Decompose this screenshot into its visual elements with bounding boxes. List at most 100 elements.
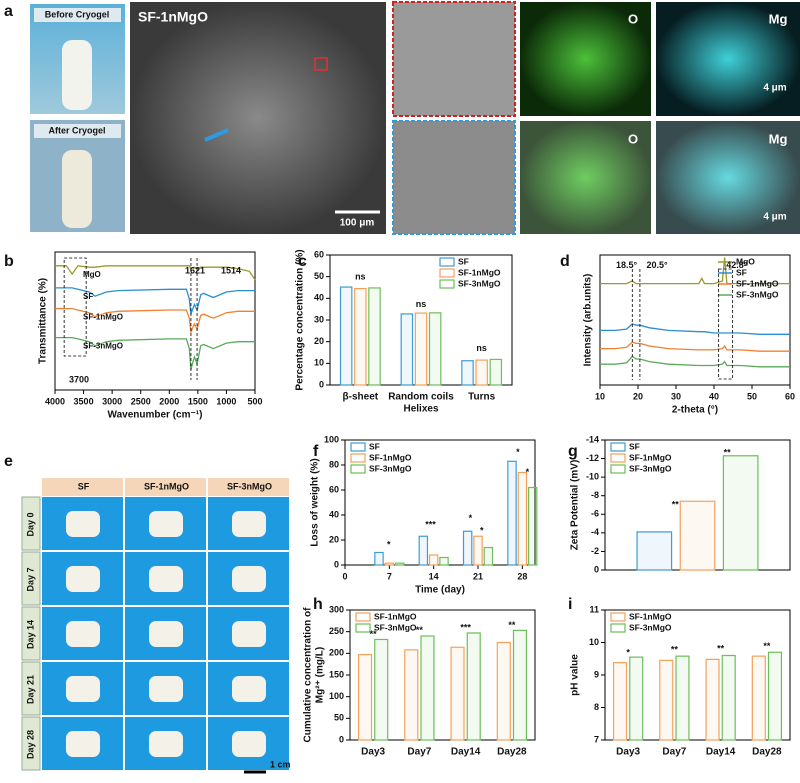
legend-label: SF-3nMgO (374, 622, 417, 632)
panel-letter: e (4, 453, 13, 470)
panel-letter: f (313, 443, 319, 460)
bar (357, 654, 373, 741)
annotation: * (387, 539, 391, 549)
x-tick-label: 0 (342, 571, 347, 581)
sample (232, 511, 266, 537)
legend-swatch (610, 612, 626, 622)
annotation: 1621 (185, 266, 205, 276)
row-header: Day 21 (25, 675, 35, 704)
y-tick-label: 0 (594, 564, 599, 574)
column-header: SF-3nMgO (227, 481, 272, 491)
x-tick-label: 2500 (131, 396, 151, 406)
guide-box (718, 268, 734, 380)
photo-caption-bg (34, 8, 121, 22)
y-tick-label: 30 (314, 314, 324, 324)
bar (705, 658, 720, 741)
legend-swatch (610, 623, 626, 633)
sample (149, 621, 183, 647)
element-label: Mg (769, 131, 788, 146)
sample (149, 731, 183, 757)
panel-letter: g (568, 443, 578, 460)
bar (483, 546, 494, 566)
legend-swatch (350, 442, 366, 452)
legend-label: MgO (736, 256, 755, 266)
sample (149, 511, 183, 537)
legend-swatch (610, 453, 626, 463)
bar (679, 500, 716, 571)
legend-swatch (610, 464, 626, 474)
bar (512, 629, 528, 741)
bar (507, 460, 517, 566)
x-tick-label: 50 (747, 391, 757, 401)
annotation: ** (416, 625, 424, 635)
x-tick-label: 4000 (45, 396, 65, 406)
annotation: ns (476, 343, 487, 353)
series-label: SF (83, 292, 93, 301)
bar (636, 531, 673, 571)
y-tick-label: 0 (334, 559, 339, 569)
y-tick-label: 60 (329, 484, 339, 494)
bar (384, 562, 395, 566)
bar (339, 286, 353, 386)
annotation: ** (717, 643, 725, 653)
line (55, 265, 256, 280)
row-header: Day 28 (25, 730, 35, 759)
annotation: ns (416, 299, 427, 309)
sem-image (130, 2, 386, 234)
bar (475, 359, 488, 386)
annotation: 18.5° (616, 260, 638, 270)
row-cell (21, 551, 41, 606)
y-tick-label: -10 (586, 472, 599, 482)
y-tick-label: 100 (324, 434, 339, 444)
y-tick-label: 9 (594, 669, 599, 679)
annotation: ** (672, 499, 680, 509)
sample (149, 676, 183, 702)
legend-label: SF-1nMgO (458, 267, 501, 277)
sample (232, 566, 266, 592)
sample (232, 676, 266, 702)
scale-label: 1 cm (270, 759, 291, 769)
tube (62, 150, 92, 228)
annotation: ** (671, 645, 679, 655)
sample (66, 511, 100, 537)
line (55, 336, 255, 370)
y-axis-label: pH value (570, 654, 581, 696)
x-axis-label: 2-theta (°) (672, 405, 718, 416)
annotation: ** (370, 629, 378, 639)
legend-swatch (439, 268, 455, 278)
legend-label: SF-3nMgO (629, 463, 672, 473)
x-tick-label: Day14 (706, 747, 736, 758)
legend-label: SF-1nMgO (369, 452, 412, 462)
legend-label: SF (629, 441, 640, 451)
series-label: SF-3nMgO (83, 342, 123, 351)
y-tick-label: 50 (334, 713, 344, 723)
x-tick-label: β-sheet (343, 392, 379, 403)
y-tick-label: 50 (314, 271, 324, 281)
x-tick-label: Day28 (752, 747, 782, 758)
y-tick-label: 10 (314, 358, 324, 368)
column-header: SF-1nMgO (144, 481, 189, 491)
line (55, 287, 255, 315)
x-tick-label: 60 (785, 391, 795, 401)
annotation: 20.5° (646, 260, 668, 270)
y-tick-label: -14 (586, 434, 599, 444)
series-label: SF-1nMgO (83, 313, 123, 322)
x-axis-label: Time (day) (415, 585, 465, 596)
annotation: 3700 (69, 375, 89, 385)
row-cell (21, 496, 41, 551)
y-tick-label: 7 (594, 734, 599, 744)
series-label: MgO (83, 270, 101, 279)
sample (232, 621, 266, 647)
legend-label: SF-1nMgO (629, 452, 672, 462)
annotation: 1514 (221, 266, 241, 276)
photo-caption: Before Cryogel (45, 9, 110, 19)
bar (461, 360, 474, 386)
zoom-image (392, 120, 516, 235)
bar (489, 358, 503, 386)
y-tick-label: 10 (589, 637, 599, 647)
y-tick-label: 300 (329, 604, 344, 614)
y-tick-label: 100 (329, 691, 344, 701)
legend-swatch (350, 464, 366, 474)
bar (496, 641, 511, 741)
sample (66, 566, 100, 592)
